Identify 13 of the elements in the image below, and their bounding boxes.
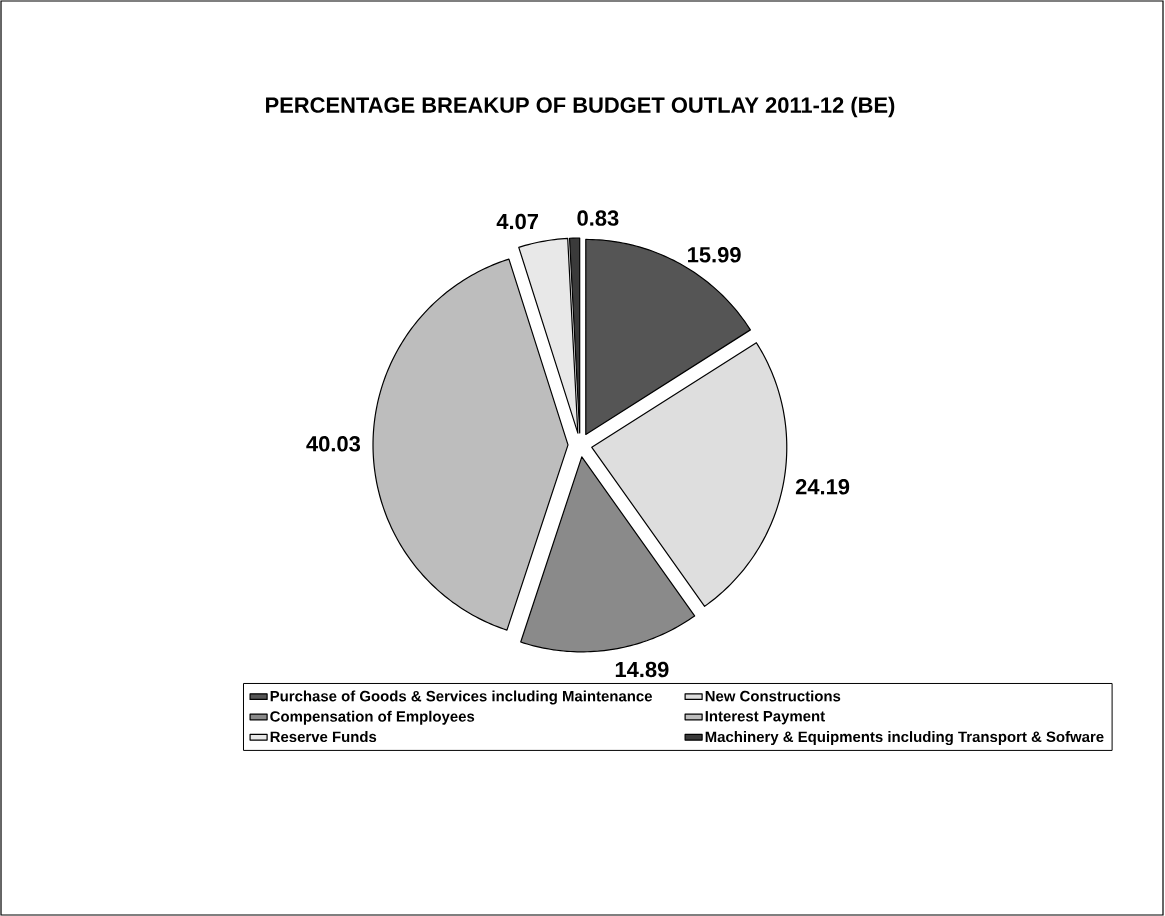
legend-label: Reserve Funds [270, 731, 377, 743]
chart-title: PERCENTAGE BREAKUP OF BUDGET OUTLAY 2011-12 (BE) [266, 96, 895, 118]
legend-label: New Constructions [705, 690, 841, 702]
legend-label: Compensation of Employees [270, 710, 475, 725]
data-label: 15.99 [688, 247, 741, 263]
data-label: 40.03 [306, 436, 361, 452]
legend-label: Interest Payment [705, 711, 825, 725]
data-label: 14.89 [615, 661, 669, 678]
legend-label: Purchase of Goods & Services including Maintenance [270, 690, 652, 705]
data-label: 0.83 [577, 210, 619, 226]
data-label: 24.19 [795, 479, 850, 495]
data-label: 4.07 [496, 213, 539, 230]
legend-label: Machinery & Equipments including Transport & Sofware [705, 731, 1104, 746]
